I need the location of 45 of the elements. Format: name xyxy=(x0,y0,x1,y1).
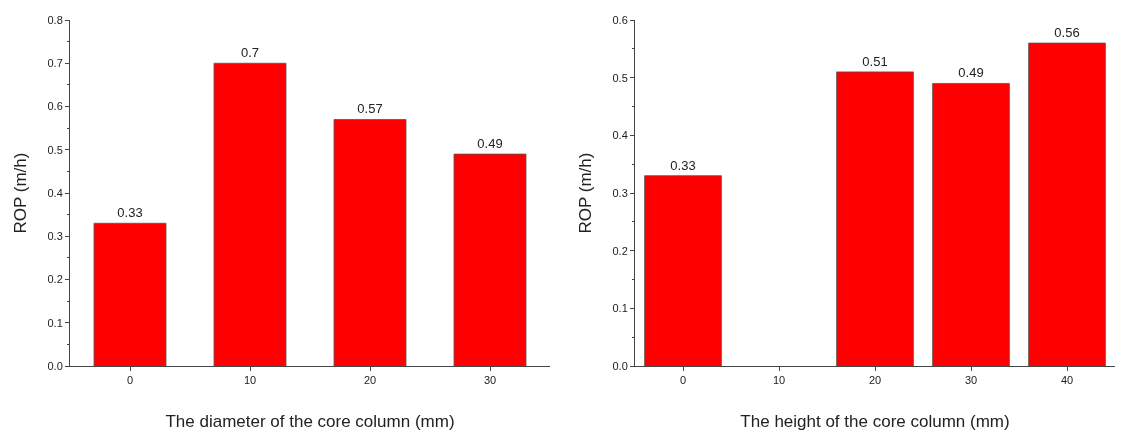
data-label: 0.56 xyxy=(1054,25,1080,41)
data-label: 0.33 xyxy=(117,205,143,221)
data-label: 0.33 xyxy=(670,157,696,173)
bar xyxy=(836,71,914,366)
data-label: 0.49 xyxy=(958,65,984,81)
y-tick-label: 0.5 xyxy=(47,143,63,156)
y-tick-label: 0.6 xyxy=(47,100,63,113)
y-tick-label: 0.3 xyxy=(47,230,63,243)
y-tick-label: 0.6 xyxy=(612,13,628,26)
bar xyxy=(644,175,722,366)
x-tick-label: 10 xyxy=(243,374,257,387)
y-tick-label: 0.8 xyxy=(47,13,63,26)
y-axis-title: ROP (m/h) xyxy=(576,152,595,234)
x-tick-label: 0 xyxy=(126,374,134,387)
y-tick-label: 0.1 xyxy=(47,316,63,329)
x-tick-label: 20 xyxy=(868,374,882,387)
bar xyxy=(1028,42,1106,366)
y-axis-title: ROP (m/h) xyxy=(11,152,30,234)
y-tick-label: 0.0 xyxy=(612,359,628,372)
bar xyxy=(213,62,287,366)
y-tick-label: 0.5 xyxy=(612,71,628,84)
bar xyxy=(333,119,407,366)
bar xyxy=(93,222,167,366)
y-tick-label: 0.1 xyxy=(612,302,628,315)
data-label: 0.49 xyxy=(477,136,503,152)
y-tick-label: 0.2 xyxy=(612,244,628,257)
x-tick-label: 20 xyxy=(363,374,377,387)
y-tick-label: 0.4 xyxy=(612,129,628,142)
y-tick-label: 0.7 xyxy=(47,57,63,70)
y-tick-label: 0.3 xyxy=(612,186,628,199)
bar xyxy=(453,153,527,366)
x-tick-label: 0 xyxy=(679,374,687,387)
y-tick-label: 0.4 xyxy=(47,186,63,199)
data-label: 0.57 xyxy=(357,101,383,117)
x-tick-label: 30 xyxy=(483,374,497,387)
x-axis-title: The height of the core column (mm) xyxy=(740,412,1010,431)
x-tick-label: 10 xyxy=(772,374,786,387)
data-label: 0.7 xyxy=(240,45,260,61)
x-tick-label: 40 xyxy=(1060,374,1074,387)
y-tick-label: 0.2 xyxy=(47,273,63,286)
bar xyxy=(932,83,1010,366)
x-axis-title: The diameter of the core column (mm) xyxy=(165,412,455,431)
y-tick-label: 0.0 xyxy=(47,359,63,372)
x-tick-label: 30 xyxy=(964,374,978,387)
data-label: 0.51 xyxy=(862,53,888,69)
